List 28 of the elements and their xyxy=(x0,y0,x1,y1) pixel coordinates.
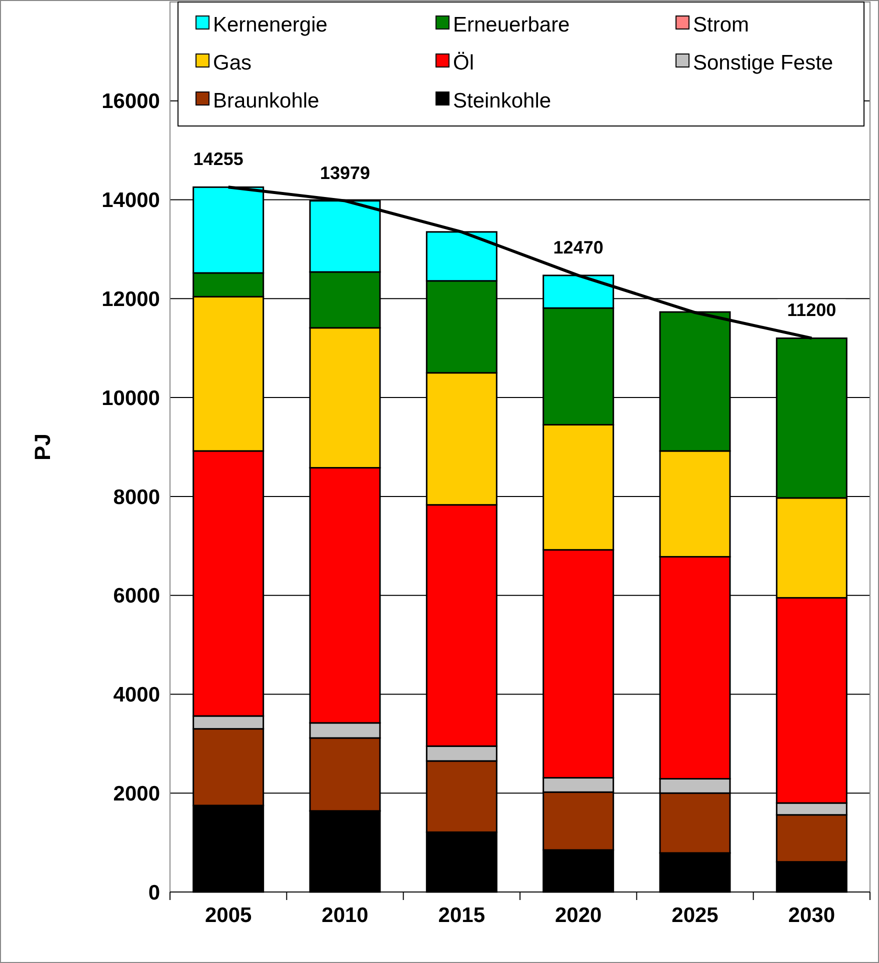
y-tick-label: 6000 xyxy=(113,584,160,608)
x-tick-label: 2010 xyxy=(322,904,368,927)
legend-label: Erneuerbare xyxy=(453,13,570,36)
legend-label: Sonstige Feste xyxy=(693,51,834,74)
legend-label: Strom xyxy=(693,13,750,36)
legend-label: Braunkohle xyxy=(213,89,320,112)
x-tick-label: 2015 xyxy=(438,904,486,927)
y-tick-label: 10000 xyxy=(102,386,160,410)
legend-label: Öl xyxy=(453,51,474,74)
x-tick-label: 2005 xyxy=(204,904,252,927)
legend-label: Kernenergie xyxy=(213,13,328,36)
x-tick-label: 2025 xyxy=(672,904,719,927)
y-tick-label: 12000 xyxy=(102,288,160,312)
y-tick-label: 4000 xyxy=(113,684,160,707)
data-label: 11200 xyxy=(787,300,836,320)
legend-label: Steinkohle xyxy=(453,89,552,112)
data-label: 12470 xyxy=(553,237,604,258)
y-axis-title: PJ xyxy=(30,434,55,460)
y-tick-label: 2000 xyxy=(113,782,160,806)
y-tick-label: 0 xyxy=(148,881,160,904)
y-tick-label: 14000 xyxy=(102,189,160,212)
x-tick-label: 2030 xyxy=(788,904,836,927)
data-label: 14255 xyxy=(193,149,244,170)
y-tick-label: 8000 xyxy=(113,486,160,509)
data-label: 13979 xyxy=(320,162,370,183)
y-tick-label: 16000 xyxy=(102,90,160,114)
x-tick-label: 2020 xyxy=(554,904,602,927)
legend-label: Gas xyxy=(213,51,252,74)
